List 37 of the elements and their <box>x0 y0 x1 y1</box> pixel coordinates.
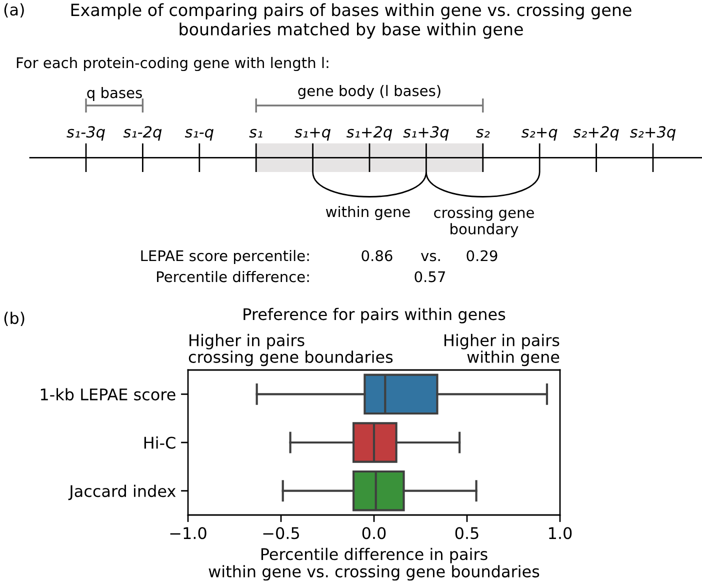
category-label: s₂+2q <box>573 126 619 141</box>
x-tick-label: 0.5 <box>455 527 478 540</box>
text: 0.57 <box>414 271 445 282</box>
text: Higher in pairs within gene <box>444 334 560 366</box>
text: (a) <box>4 3 24 18</box>
text: gene body (l bases) <box>298 84 440 100</box>
category-label: s₁+3q <box>403 126 449 141</box>
chart-title: Preference for pairs within genes <box>244 308 506 324</box>
text: crossing gene boundary <box>434 206 534 238</box>
x-tick-label: 1.0 <box>549 527 572 540</box>
text: Higher in pairs crossing gene boundaries <box>188 334 393 366</box>
x-tick-label: 0.0 <box>362 527 386 540</box>
text: (b) <box>4 312 24 326</box>
category-label: s₂+q <box>521 128 558 141</box>
category-label: s₁+2q <box>346 126 392 141</box>
category-label: s₁-2q <box>123 126 162 141</box>
x-axis-title: Percentile difference in pairs within gene vs. crossing gene boundaries <box>208 548 540 581</box>
text: vs. <box>421 252 440 262</box>
x-tick-label: −0.5 <box>263 527 299 540</box>
x-tick-label: −1.0 <box>170 527 206 540</box>
text: Example of comparing pairs of bases within gene vs. crossing gene boundaries matched by base within gene <box>71 3 632 39</box>
category-label: s₂ <box>476 128 490 138</box>
y-tick-label: Hi-C <box>144 436 176 449</box>
text: within gene <box>326 206 410 220</box>
category-label: s₁-q <box>184 128 214 141</box>
y-tick-label: Jaccard index <box>68 484 176 500</box>
y-tick-label: 1-kb LEPAE score <box>40 388 176 400</box>
text: LEPAE score percentile: <box>141 250 309 264</box>
category-label: s₂+3q <box>630 126 676 141</box>
text: 0.29 <box>466 250 498 262</box>
text: q bases <box>87 86 142 102</box>
category-label: s₁-3q <box>66 126 105 141</box>
text: Percentile difference: <box>157 270 309 282</box>
text: 0.86 <box>362 250 392 262</box>
text: For each protein-coding gene with length l: <box>16 56 328 72</box>
category-label: s₁ <box>249 128 262 138</box>
category-label: s₁+q <box>294 128 331 141</box>
